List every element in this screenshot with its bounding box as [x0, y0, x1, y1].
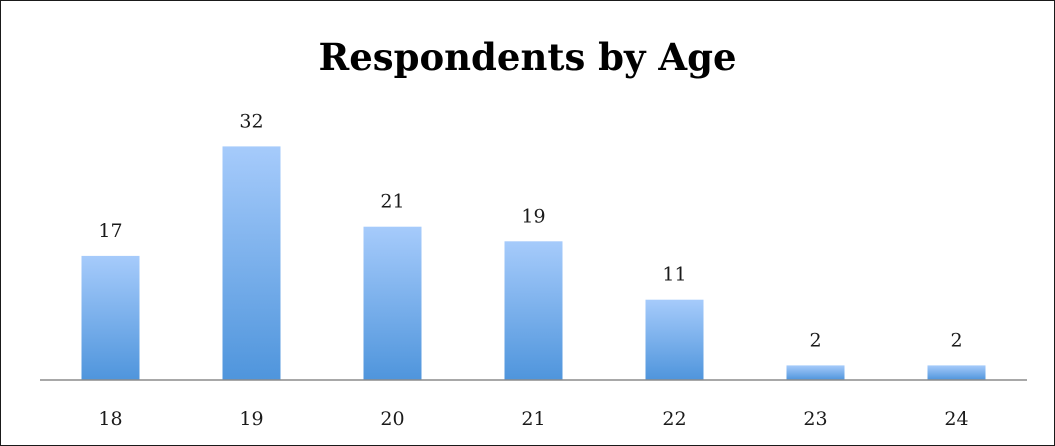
bars-layer — [81, 146, 986, 380]
data-label-23: 2 — [809, 329, 821, 351]
bar-22 — [645, 299, 704, 380]
bar-21 — [504, 241, 563, 380]
data-label-22: 11 — [662, 264, 686, 286]
data-label-19: 32 — [239, 110, 263, 132]
x-tick-label-22: 22 — [662, 408, 686, 430]
bar-20 — [363, 226, 422, 380]
bar-18 — [81, 255, 140, 380]
data-label-24: 2 — [950, 329, 962, 351]
x-tick-label-20: 20 — [380, 408, 404, 430]
data-label-18: 17 — [98, 220, 122, 242]
x-tick-label-18: 18 — [98, 408, 122, 430]
data-label-21: 19 — [521, 205, 545, 227]
bar-24 — [927, 365, 986, 380]
x-tick-label-24: 24 — [944, 408, 968, 430]
x-tick-label-21: 21 — [521, 408, 545, 430]
x-tick-label-23: 23 — [803, 408, 827, 430]
bar-19 — [222, 146, 281, 380]
chart-title: Respondents by Age — [318, 35, 737, 79]
data-label-20: 21 — [380, 191, 404, 213]
bar-23 — [786, 365, 845, 380]
x-tick-label-19: 19 — [239, 408, 263, 430]
